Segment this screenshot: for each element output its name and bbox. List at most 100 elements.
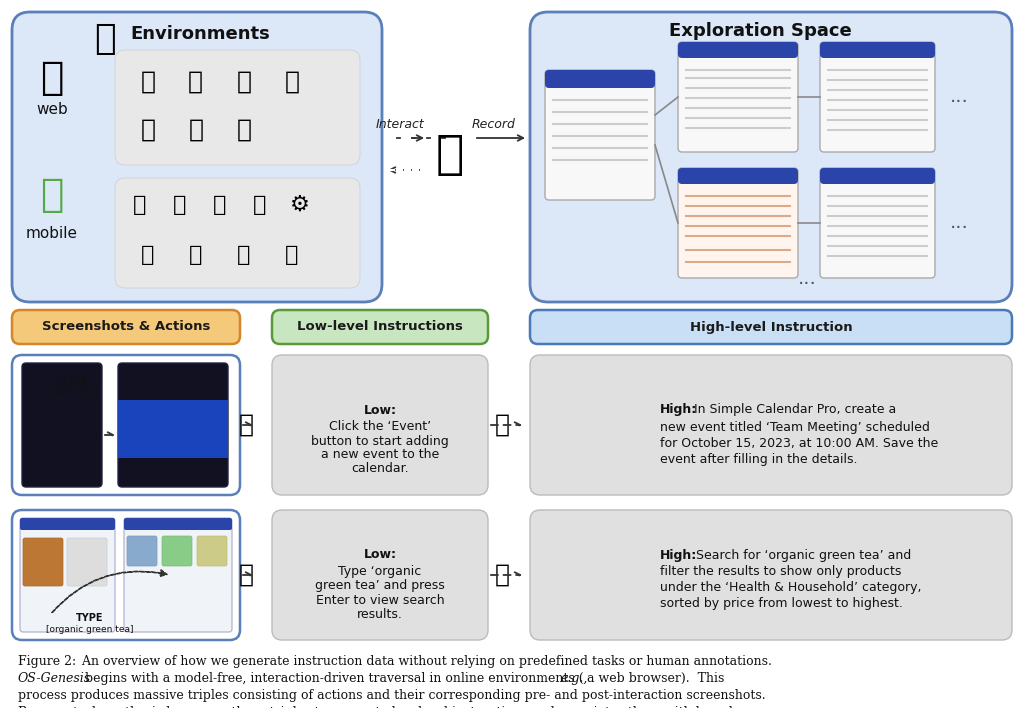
FancyBboxPatch shape xyxy=(545,70,655,200)
Text: results.: results. xyxy=(357,607,402,620)
Text: e.g.,: e.g., xyxy=(560,672,588,685)
Text: TYPE: TYPE xyxy=(76,613,103,623)
Text: High-level Instruction: High-level Instruction xyxy=(690,321,852,333)
FancyBboxPatch shape xyxy=(23,538,63,586)
FancyBboxPatch shape xyxy=(272,510,488,640)
Text: mobile: mobile xyxy=(26,226,78,241)
Text: Exploration Space: Exploration Space xyxy=(669,22,851,40)
FancyBboxPatch shape xyxy=(678,42,798,152)
FancyBboxPatch shape xyxy=(678,168,798,278)
Text: web: web xyxy=(36,103,68,118)
Text: 🌐: 🌐 xyxy=(40,59,63,97)
Text: Figure 2:: Figure 2: xyxy=(18,655,76,668)
Text: 📅: 📅 xyxy=(237,118,252,142)
FancyBboxPatch shape xyxy=(162,536,193,566)
FancyBboxPatch shape xyxy=(20,518,115,530)
Text: 📷: 📷 xyxy=(213,195,226,215)
Text: 🔴: 🔴 xyxy=(253,195,266,215)
FancyBboxPatch shape xyxy=(545,70,655,88)
Text: Type ‘organic: Type ‘organic xyxy=(338,566,422,578)
FancyBboxPatch shape xyxy=(124,518,232,530)
FancyBboxPatch shape xyxy=(115,50,360,165)
Text: An overview of how we generate instruction data without relying on predefined ta: An overview of how we generate instructi… xyxy=(74,655,772,668)
FancyBboxPatch shape xyxy=(12,12,382,302)
FancyBboxPatch shape xyxy=(197,536,227,566)
Text: Screenshots & Actions: Screenshots & Actions xyxy=(42,321,210,333)
Text: 🗺️: 🗺️ xyxy=(188,70,204,94)
Text: (540, 1317): (540, 1317) xyxy=(46,389,98,397)
Text: 💬: 💬 xyxy=(173,195,186,215)
FancyArrowPatch shape xyxy=(51,570,167,613)
FancyBboxPatch shape xyxy=(127,536,157,566)
Text: 📋: 📋 xyxy=(141,245,155,265)
Text: Enter to view search: Enter to view search xyxy=(315,593,444,607)
Text: a new event to the: a new event to the xyxy=(321,448,439,462)
FancyBboxPatch shape xyxy=(20,518,115,632)
FancyBboxPatch shape xyxy=(678,42,798,58)
FancyBboxPatch shape xyxy=(272,355,488,495)
Text: sorted by price from lowest to highest.: sorted by price from lowest to highest. xyxy=(660,598,903,610)
FancyBboxPatch shape xyxy=(124,518,232,632)
FancyBboxPatch shape xyxy=(12,310,240,344)
Text: begins with a model-free, interaction-driven traversal in online environments (: begins with a model-free, interaction-dr… xyxy=(85,672,584,685)
Text: Reverse task synthesis leverages these triples to generate low-level instruction: Reverse task synthesis leverages these t… xyxy=(18,706,746,708)
Text: 🛒: 🛒 xyxy=(237,70,252,94)
Text: 🤖: 🤖 xyxy=(239,563,254,587)
Text: ...: ... xyxy=(950,88,969,106)
Text: High:: High: xyxy=(660,549,697,561)
Text: 🤖: 🤖 xyxy=(495,563,510,587)
Text: 🤖: 🤖 xyxy=(436,132,464,178)
FancyBboxPatch shape xyxy=(118,400,228,458)
FancyBboxPatch shape xyxy=(820,168,935,278)
Text: 🎵: 🎵 xyxy=(238,245,251,265)
FancyBboxPatch shape xyxy=(272,310,488,344)
Text: filter the results to show only products: filter the results to show only products xyxy=(660,566,901,578)
FancyBboxPatch shape xyxy=(820,168,935,184)
Text: Low:: Low: xyxy=(364,549,396,561)
Text: 👽: 👽 xyxy=(140,118,156,142)
FancyBboxPatch shape xyxy=(22,363,102,487)
Text: OS-Genesis: OS-Genesis xyxy=(18,672,91,685)
Text: Record: Record xyxy=(472,118,516,132)
Text: Interact: Interact xyxy=(376,118,424,132)
Text: ⚙️: ⚙️ xyxy=(290,195,310,215)
Text: Low:: Low: xyxy=(364,404,396,416)
FancyBboxPatch shape xyxy=(67,538,106,586)
Text: Low-level Instructions: Low-level Instructions xyxy=(297,321,463,333)
Text: ...: ... xyxy=(798,268,817,287)
FancyBboxPatch shape xyxy=(118,363,228,487)
Text: for October 15, 2023, at 10:00 AM. Save the: for October 15, 2023, at 10:00 AM. Save … xyxy=(660,437,938,450)
Text: 🤖: 🤖 xyxy=(40,176,63,214)
FancyBboxPatch shape xyxy=(530,12,1012,302)
Text: button to start adding: button to start adding xyxy=(311,435,449,447)
Text: 📍: 📍 xyxy=(286,245,299,265)
FancyBboxPatch shape xyxy=(115,178,360,288)
Text: Search for ‘organic green tea’ and: Search for ‘organic green tea’ and xyxy=(696,549,911,561)
Text: High:: High: xyxy=(660,404,697,416)
FancyBboxPatch shape xyxy=(820,42,935,152)
FancyBboxPatch shape xyxy=(530,355,1012,495)
Text: calendar.: calendar. xyxy=(351,462,409,476)
Text: Environments: Environments xyxy=(130,25,270,43)
FancyBboxPatch shape xyxy=(678,168,798,184)
Text: In Simple Calendar Pro, create a: In Simple Calendar Pro, create a xyxy=(694,404,896,416)
Text: new event titled ‘Team Meeting’ scheduled: new event titled ‘Team Meeting’ schedule… xyxy=(660,421,930,433)
Text: ...: ... xyxy=(950,214,969,232)
Text: 👤: 👤 xyxy=(133,195,146,215)
Text: 🌿: 🌿 xyxy=(189,245,203,265)
Text: [organic green tea]: [organic green tea] xyxy=(46,625,134,634)
FancyBboxPatch shape xyxy=(12,355,240,495)
Text: process produces massive triples consisting of actions and their corresponding p: process produces massive triples consist… xyxy=(18,689,766,702)
Text: event after filling in the details.: event after filling in the details. xyxy=(660,452,857,465)
Text: a web browser).  This: a web browser). This xyxy=(583,672,724,685)
FancyBboxPatch shape xyxy=(12,510,240,640)
Text: 💬: 💬 xyxy=(285,70,299,94)
FancyBboxPatch shape xyxy=(820,42,935,58)
Text: 🌑: 🌑 xyxy=(188,118,204,142)
Text: CLICK: CLICK xyxy=(56,378,88,388)
Text: under the ‘Health & Household’ category,: under the ‘Health & Household’ category, xyxy=(660,581,922,595)
Text: green tea’ and press: green tea’ and press xyxy=(315,580,444,593)
Text: Click the ‘Event’: Click the ‘Event’ xyxy=(329,421,431,433)
Text: 🌍: 🌍 xyxy=(94,22,116,56)
Text: 🤖: 🤖 xyxy=(495,413,510,437)
